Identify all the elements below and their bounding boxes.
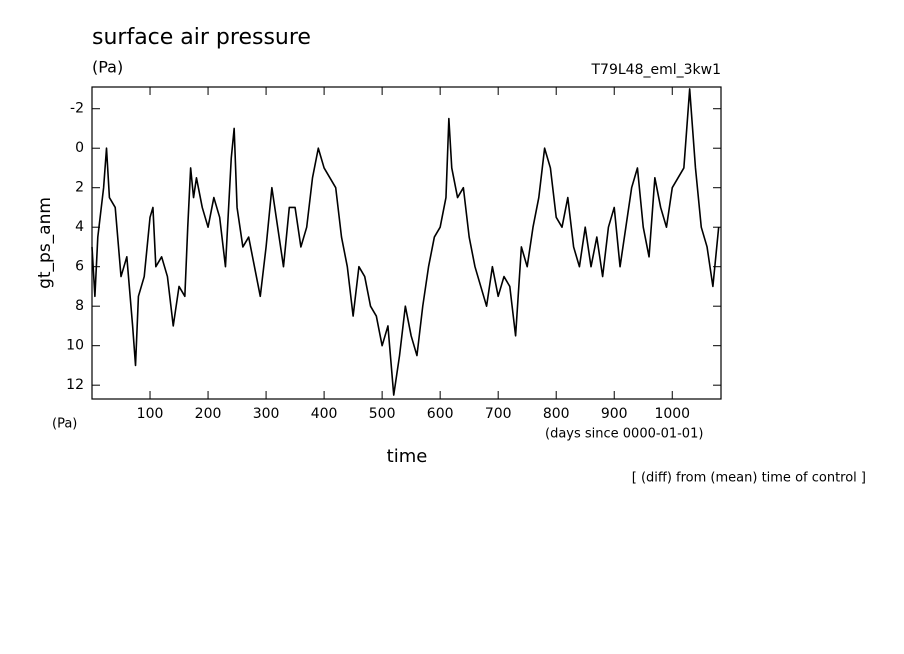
note: [ (diff) from (mean) time of control ] bbox=[632, 471, 866, 486]
x-tick-label: 400 bbox=[311, 406, 338, 422]
x-tick-label: 500 bbox=[369, 406, 396, 422]
x-units: (days since 0000-01-01) bbox=[545, 427, 703, 442]
y-units: (Pa) bbox=[92, 58, 123, 77]
y-axis-label: gt_ps_anm bbox=[35, 197, 55, 289]
x-tick-label: 600 bbox=[427, 406, 454, 422]
corner-units: (Pa) bbox=[52, 417, 77, 432]
x-tick-label: 1000 bbox=[654, 406, 690, 422]
x-tick-label: 100 bbox=[137, 406, 164, 422]
y-tick-label: 2 bbox=[75, 180, 84, 196]
chart-title: surface air pressure bbox=[92, 25, 311, 50]
experiment: T79L48_eml_3kw1 bbox=[591, 62, 722, 78]
y-tick-label: -2 bbox=[70, 101, 84, 117]
y-tick-label: 12 bbox=[66, 377, 84, 393]
data-line bbox=[91, 88, 720, 396]
x-axis-label: time bbox=[387, 446, 428, 467]
x-tick-label: 800 bbox=[543, 406, 570, 422]
y-tick-label: 0 bbox=[75, 140, 84, 156]
y-tick-label: 6 bbox=[75, 259, 84, 275]
y-tick-label: 8 bbox=[75, 298, 84, 314]
x-tick-label: 700 bbox=[485, 406, 512, 422]
x-tick-label: 900 bbox=[601, 406, 628, 422]
y-tick-label: 10 bbox=[66, 338, 84, 354]
x-tick-label: 200 bbox=[195, 406, 222, 422]
y-tick-label: 4 bbox=[75, 219, 84, 235]
plot-frame bbox=[91, 86, 722, 400]
x-tick-label: 300 bbox=[253, 406, 280, 422]
